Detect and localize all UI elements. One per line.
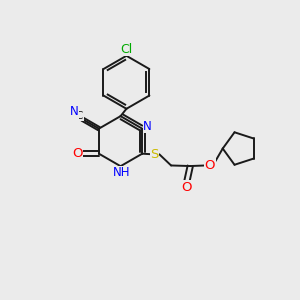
- Text: N: N: [70, 105, 78, 118]
- Text: O: O: [181, 181, 191, 194]
- Text: O: O: [72, 147, 83, 160]
- Text: Cl: Cl: [120, 43, 133, 56]
- Text: S: S: [150, 148, 159, 161]
- Text: O: O: [204, 159, 215, 172]
- Text: N: N: [143, 120, 152, 133]
- Text: C: C: [76, 110, 83, 121]
- Text: NH: NH: [112, 166, 130, 179]
